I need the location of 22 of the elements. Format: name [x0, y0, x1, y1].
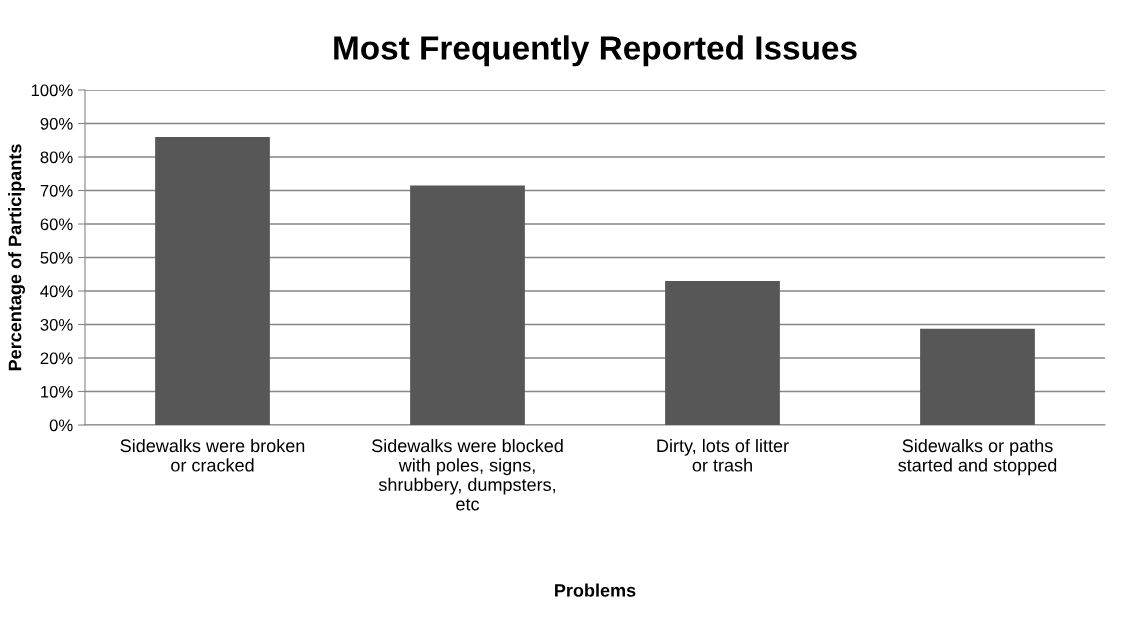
y-tick-label: 100% [31, 84, 73, 97]
y-tick-label: 10% [41, 385, 73, 398]
bar [920, 328, 1035, 425]
y-tick-label: 40% [40, 285, 73, 298]
x-tick-label: Sidewalks or paths started and stopped [898, 438, 1057, 476]
bar [155, 136, 270, 425]
y-tick-label: 60% [40, 218, 73, 231]
bar [410, 185, 525, 425]
x-tick-label: Sidewalks were blocked with poles, signs, shrubbery, dumpsters, etc [371, 438, 563, 511]
y-tick-label: 0% [49, 419, 73, 432]
x-tick-label: Dirty, lots of litter or trash [657, 438, 789, 472]
y-tick-label: 80% [40, 151, 73, 164]
y-axis-title: Percentage of Participants [8, 144, 26, 371]
x-tick-label: Sidewalks were broken or cracked [120, 438, 305, 472]
y-tick-label: 90% [40, 117, 73, 130]
x-axis-title: Problems [555, 583, 636, 597]
bar [665, 280, 780, 425]
y-tick-label: 50% [40, 251, 73, 264]
chart-title: Most Frequently Reported Issues [334, 35, 857, 67]
y-tick-label: 70% [40, 184, 73, 197]
y-tick-label: 20% [40, 352, 73, 365]
y-tick-label: 30% [40, 318, 73, 331]
